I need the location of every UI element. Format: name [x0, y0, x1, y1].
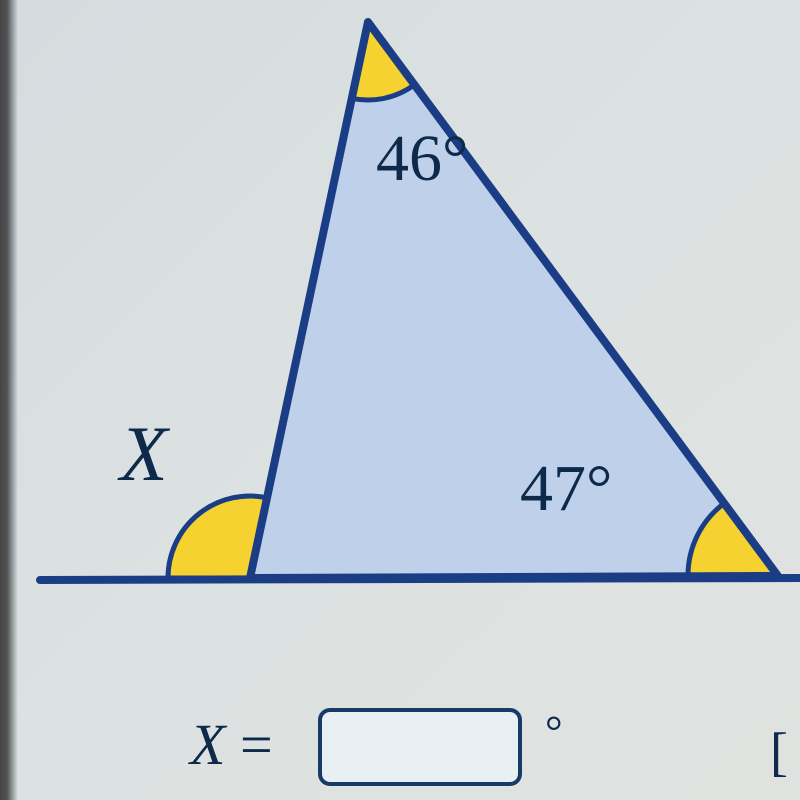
triangle-fill — [250, 22, 778, 578]
equation-eq: = — [240, 712, 273, 777]
answer-input-box[interactable] — [320, 710, 520, 784]
equation-deg: ° — [545, 707, 563, 756]
baseline — [40, 578, 800, 580]
label-x: X — [117, 410, 171, 497]
geometry-diagram: 46° 47° X X = ° [ — [0, 0, 800, 800]
photo-background: 46° 47° X X = ° [ — [0, 0, 800, 800]
equation-x: X — [188, 712, 228, 777]
label-top-angle: 46° — [376, 122, 468, 195]
label-right-angle: 47° — [520, 452, 612, 525]
stray-bracket: [ — [770, 722, 788, 782]
